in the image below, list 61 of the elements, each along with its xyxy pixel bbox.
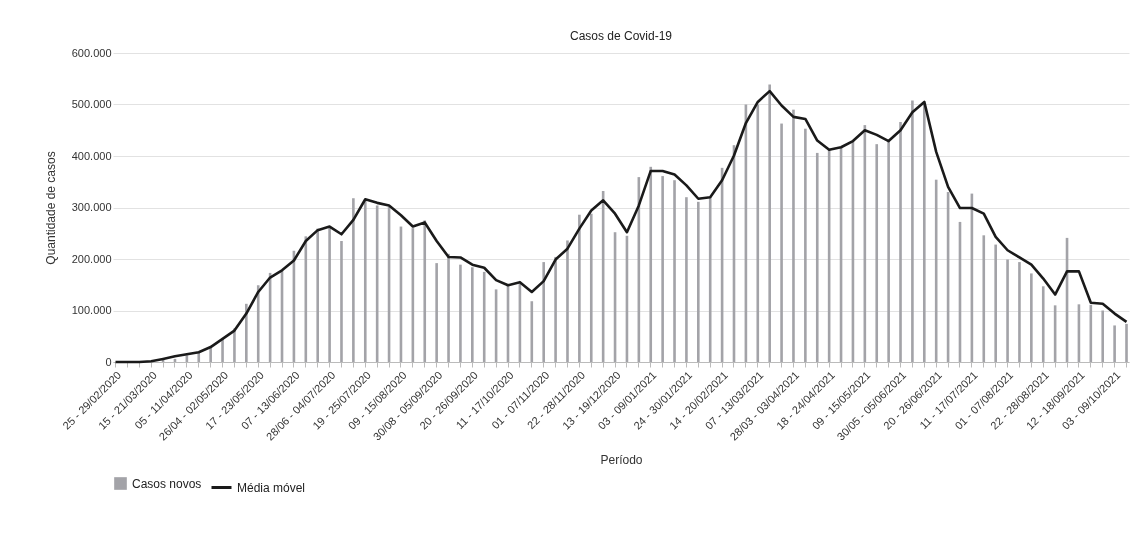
bar xyxy=(363,199,367,362)
legend-label: Média móvel xyxy=(237,480,306,495)
bar xyxy=(423,220,427,362)
bar xyxy=(934,179,938,362)
bar xyxy=(459,264,462,362)
bar xyxy=(1101,310,1105,362)
y-tick-label: 100.000 xyxy=(71,304,112,316)
y-tick-label: 200.000 xyxy=(71,252,112,265)
legend-label: Casos novos xyxy=(132,476,202,491)
y-tick-label: 0 xyxy=(105,355,112,368)
bar xyxy=(661,176,664,362)
bar xyxy=(1113,325,1116,362)
bar xyxy=(994,244,997,362)
bar xyxy=(304,236,308,362)
bar xyxy=(792,109,795,362)
bar xyxy=(578,214,581,362)
bar xyxy=(899,122,902,362)
bar xyxy=(1006,259,1009,362)
bar xyxy=(1041,286,1045,362)
bar xyxy=(887,141,890,362)
bar xyxy=(566,240,569,362)
y-axis-title: Quantidade de casos xyxy=(43,151,58,265)
bar xyxy=(447,253,450,362)
bar xyxy=(542,262,545,362)
bar xyxy=(911,100,914,362)
bar xyxy=(780,123,783,362)
bar xyxy=(316,228,320,362)
bar xyxy=(922,103,926,362)
bar xyxy=(328,226,331,362)
bar xyxy=(673,180,676,362)
bar xyxy=(435,263,438,362)
bar xyxy=(1125,323,1128,362)
bar xyxy=(554,256,557,362)
bar xyxy=(697,201,700,362)
chart-title: Casos de Covid-19 xyxy=(569,29,673,43)
y-tick-label: 500.000 xyxy=(71,98,112,110)
bar xyxy=(221,338,224,362)
bar xyxy=(708,197,712,362)
bar xyxy=(1018,262,1021,362)
bar xyxy=(1030,273,1033,362)
bar xyxy=(352,198,355,362)
bar xyxy=(804,128,807,362)
line-series xyxy=(114,89,1128,364)
bar xyxy=(245,303,248,362)
bar xyxy=(530,301,534,362)
y-tick-label: 400.000 xyxy=(71,149,112,162)
bar xyxy=(649,166,653,362)
bar xyxy=(756,104,760,362)
bar xyxy=(589,213,593,362)
bar xyxy=(340,240,343,362)
bar xyxy=(471,267,474,362)
x-axis-title: Período xyxy=(600,452,643,467)
bar xyxy=(815,152,819,362)
y-tick-label: 600.000 xyxy=(71,46,112,59)
bar xyxy=(256,285,260,362)
y-tick-label: 300.000 xyxy=(71,201,112,213)
bar xyxy=(875,144,879,362)
bar xyxy=(685,197,688,362)
bar xyxy=(768,84,771,362)
bar xyxy=(482,271,486,362)
bar xyxy=(982,235,986,362)
